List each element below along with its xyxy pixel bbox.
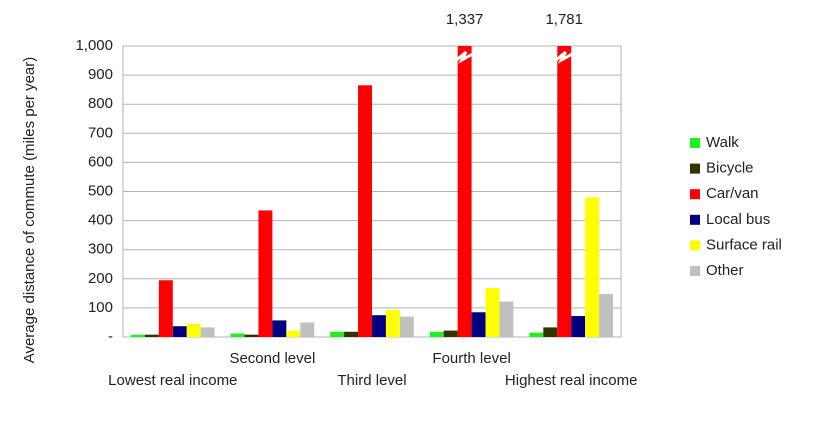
bar	[385, 309, 400, 337]
bar	[485, 288, 500, 337]
bar	[344, 331, 359, 337]
bar	[499, 301, 514, 337]
legend-swatch	[690, 189, 700, 200]
bar	[286, 330, 301, 337]
axis-break	[555, 50, 573, 64]
bar	[457, 46, 472, 337]
x-tick-label: Second level	[229, 350, 315, 367]
bar	[429, 331, 444, 337]
bar	[200, 327, 215, 337]
value-label: 1,781	[545, 11, 583, 28]
legend-label: Local bus	[706, 211, 770, 228]
bar	[230, 333, 245, 337]
bar	[144, 334, 159, 337]
value-label: 1,337	[446, 11, 484, 28]
bar	[399, 316, 414, 337]
legend-swatch	[690, 138, 700, 148]
x-tick-label: Fourth level	[432, 350, 510, 367]
bar	[571, 316, 586, 337]
bar	[244, 334, 259, 337]
legend-swatch	[690, 163, 700, 174]
legend-label: Car/van	[706, 185, 759, 202]
legend-label: Bicycle	[706, 160, 754, 177]
legend-label: Surface rail	[706, 236, 782, 253]
y-tick-label: 900	[88, 66, 113, 83]
legend-swatch	[690, 240, 700, 251]
legend-label: Walk	[706, 134, 739, 151]
y-tick-label: 1,000	[75, 37, 113, 54]
x-tick-label: Highest real income	[505, 372, 638, 389]
bar	[529, 332, 544, 337]
bar	[443, 330, 458, 337]
bar	[300, 322, 315, 337]
x-tick-label: Lowest real income	[108, 372, 237, 389]
y-tick-label: 600	[88, 153, 113, 170]
bar	[258, 210, 273, 337]
bar	[186, 323, 201, 337]
y-axis-label: Average distance of commute (miles per y…	[21, 57, 38, 364]
bar	[557, 46, 572, 337]
y-tick-label: -	[108, 328, 113, 345]
y-tick-label: 400	[88, 212, 113, 229]
bar	[358, 85, 372, 337]
y-tick-label: 800	[88, 95, 113, 112]
x-tick-label: Third level	[337, 372, 406, 389]
legend-swatch	[690, 214, 700, 225]
y-tick-label: 300	[88, 241, 113, 258]
y-tick-label: 700	[88, 124, 113, 141]
y-tick-label: 500	[88, 182, 113, 199]
bar	[158, 280, 173, 337]
bar	[372, 315, 386, 337]
bar	[330, 331, 345, 337]
bar	[172, 326, 187, 337]
bar	[130, 334, 145, 337]
bar	[585, 197, 600, 337]
legend-swatch	[690, 266, 700, 276]
axis-break	[455, 50, 474, 64]
y-tick-label: 100	[88, 299, 113, 316]
bar	[272, 320, 287, 337]
bar	[543, 327, 558, 337]
bar	[471, 312, 486, 337]
bar	[599, 293, 614, 337]
legend-label: Other	[706, 262, 744, 279]
y-tick-label: 200	[88, 270, 113, 287]
